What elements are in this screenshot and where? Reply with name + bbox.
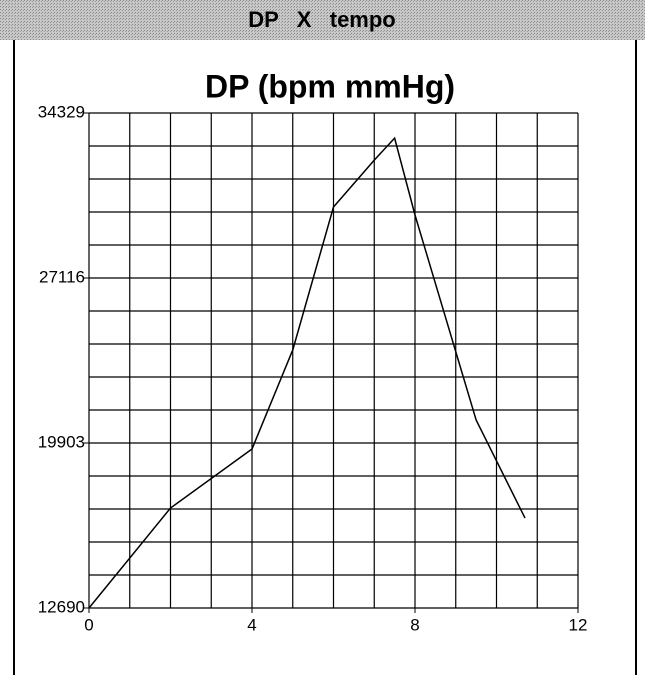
data-line <box>88 136 526 609</box>
x-tick-label: 4 <box>247 615 256 634</box>
x-tick-label: 0 <box>84 615 93 634</box>
y-tick-label: 34329 <box>38 102 85 121</box>
x-tick-label: 8 <box>410 615 419 634</box>
y-tick-label: 12690 <box>38 597 85 616</box>
y-tick-label: 19903 <box>38 432 85 451</box>
title-bar <box>0 0 645 40</box>
y-tick-label: 27116 <box>39 267 85 286</box>
window-title: DP X tempo <box>248 7 396 32</box>
x-tick-label: 12 <box>569 615 588 634</box>
chart-title: DP (bpm mmHg) <box>205 68 455 104</box>
